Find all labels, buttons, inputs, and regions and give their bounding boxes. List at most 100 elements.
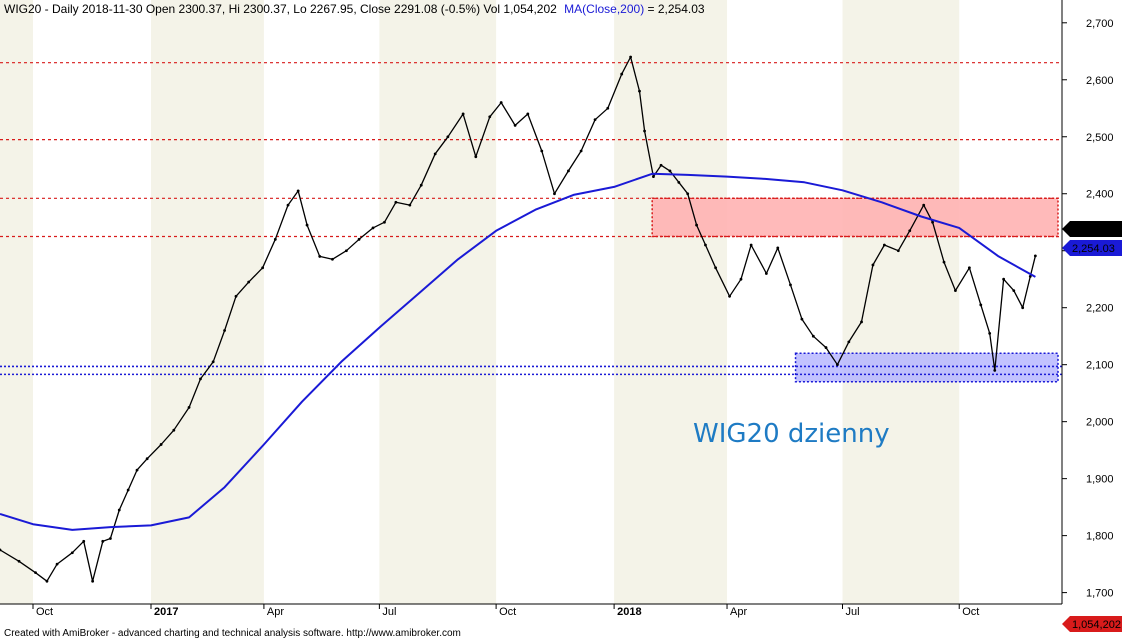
quarter-bands [0,0,960,604]
price-point [871,263,875,267]
ma-badge: 2,254.03 [1062,240,1122,256]
price-point [187,406,191,409]
price-point [296,189,300,193]
x-tick-label: Apr [730,606,747,618]
price-point [394,200,398,204]
price-point [159,443,163,446]
volume-badge-text: 1,054,202 [1072,619,1121,631]
price-point [273,237,277,241]
price-point [811,334,815,338]
price-point [1012,289,1016,293]
price-point [371,226,375,230]
price-point [836,363,839,367]
price-point [896,249,900,253]
x-tick-label: 2018 [617,606,641,618]
price-point [499,101,503,104]
price-point [800,317,804,321]
price-point [34,571,37,575]
price-point [643,129,646,133]
price-point [318,255,322,258]
price-point [695,223,698,227]
price-point [593,118,597,122]
price-point [776,246,780,250]
price-point [668,169,672,173]
price-point [145,457,149,461]
price-point [728,294,731,298]
price-point [261,266,265,270]
y-tick-label: 2,500 [1086,132,1114,144]
x-tick-label: Oct [36,606,53,618]
price-point [824,346,828,349]
price-point [45,579,49,583]
price-point [344,249,348,253]
y-axis-ticks: 2,7002,6002,5002,4002,3002,2002,1002,000… [1062,18,1114,600]
price-series [0,55,1037,583]
horizontal-levels [0,62,1062,376]
price-point [1002,277,1006,281]
price-point [567,169,570,173]
ma-series [0,172,1036,531]
price-point [739,277,743,281]
price-point [474,155,478,159]
price-point [659,163,663,167]
y-tick-label: 2,400 [1086,189,1114,201]
price-point [135,468,139,472]
header-ma-value: = 2,254.03 [648,2,705,16]
y-tick-label: 2,000 [1086,417,1114,429]
support-zone [794,352,1059,383]
price-point [461,112,465,116]
chart-annotation: WIG20 dzienny [693,419,890,449]
price-point [686,192,690,196]
price-point [882,243,886,247]
price-point [223,329,226,332]
price-point [433,152,437,156]
price-point [714,266,718,270]
chart-header: WIG20 - Daily 2018-11-30 Open 2300.37, H… [4,2,705,16]
price-point [931,220,934,224]
y-tick-label: 2,200 [1086,303,1114,315]
price-point [704,243,707,247]
price-point [979,303,983,307]
price-point [620,72,624,76]
x-tick-label: Apr [267,606,284,618]
close-badge: 2,291.08 [1062,221,1122,237]
price-point [0,548,2,552]
price-point [540,149,544,153]
price-point [908,229,912,233]
x-tick-label: Jul [382,606,396,618]
price-point [677,180,681,184]
highlight-zones [651,197,1059,383]
y-tick-label: 1,900 [1086,474,1114,486]
price-point [305,223,309,227]
price-point [82,539,86,543]
price-point [383,220,386,224]
price-point [922,203,926,207]
x-tick-label: Jul [845,606,859,618]
x-tick-label: 2017 [154,606,178,618]
price-point [967,266,971,270]
y-tick-label: 1,700 [1086,588,1114,600]
quarter-band [379,0,497,604]
quarter-band [842,0,960,604]
price-point [91,579,95,583]
price-point [526,112,530,116]
price-point [108,537,112,540]
price-point [638,89,641,93]
price-point [988,331,992,335]
price-point [749,243,753,247]
volume-badge: 1,054,202 [1062,616,1122,632]
quarter-band [0,0,33,604]
price-point [55,562,59,566]
price-point [579,149,583,153]
price-point [172,428,176,432]
price-point [70,551,74,555]
ma-badge-text: 2,254.03 [1072,243,1115,255]
price-point [993,368,997,372]
price-point [606,106,610,110]
quarter-band [150,0,264,604]
price-point [629,55,633,59]
resistance-zone [651,197,1059,238]
y-tick-label: 1,800 [1086,531,1114,543]
price-point [286,203,290,207]
